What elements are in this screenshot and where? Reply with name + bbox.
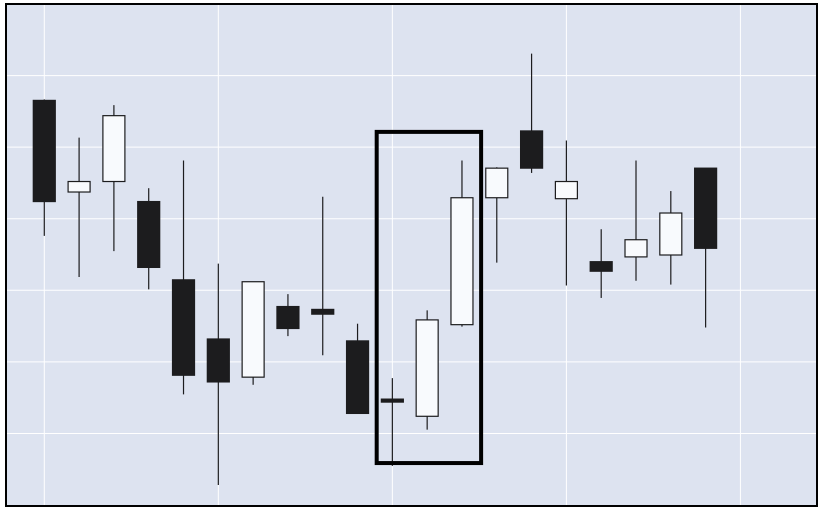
candle-body-bearish xyxy=(32,99,56,203)
candle xyxy=(485,167,509,263)
candle-body-bullish xyxy=(554,180,578,200)
plot-frame xyxy=(5,3,818,507)
plot-background xyxy=(6,4,817,506)
candle xyxy=(241,281,265,385)
candle xyxy=(137,188,161,290)
candle xyxy=(32,99,56,236)
candle xyxy=(276,294,300,337)
candle xyxy=(554,140,578,286)
candle xyxy=(415,310,439,430)
candle-body-bullish xyxy=(624,239,648,258)
candle-body-bearish xyxy=(694,167,718,249)
candle-body-bearish xyxy=(171,279,196,376)
candle-body-bullish xyxy=(485,167,509,199)
candle-body-bearish xyxy=(380,398,404,403)
candle-body-bullish xyxy=(241,281,265,378)
candle-body-bearish xyxy=(206,338,230,383)
candle-body-bullish xyxy=(450,197,474,326)
candle-body-bullish xyxy=(102,115,126,183)
candle xyxy=(450,160,474,327)
highlight-layer xyxy=(374,129,484,466)
candle xyxy=(659,191,683,285)
candle-body-bearish xyxy=(276,305,300,330)
candle xyxy=(694,167,718,328)
candle xyxy=(171,160,196,395)
candle xyxy=(311,196,335,356)
candle-body-bullish xyxy=(659,212,683,256)
candle xyxy=(345,323,370,415)
candle-layer xyxy=(32,53,718,486)
candle-body-bearish xyxy=(137,200,161,269)
candle-body-bearish xyxy=(589,261,613,272)
candle xyxy=(519,53,544,173)
candle-body-bearish xyxy=(345,340,370,415)
candle xyxy=(67,137,91,277)
candle-body-bearish xyxy=(519,130,544,169)
candle-body-bullish xyxy=(67,180,91,193)
candle xyxy=(206,263,230,486)
candle-body-bearish xyxy=(311,308,335,315)
candle xyxy=(380,378,404,466)
candle xyxy=(589,229,613,298)
candle xyxy=(102,105,126,252)
candle-body-bullish xyxy=(415,319,439,417)
candle xyxy=(624,160,648,281)
highlight-box xyxy=(374,129,484,466)
